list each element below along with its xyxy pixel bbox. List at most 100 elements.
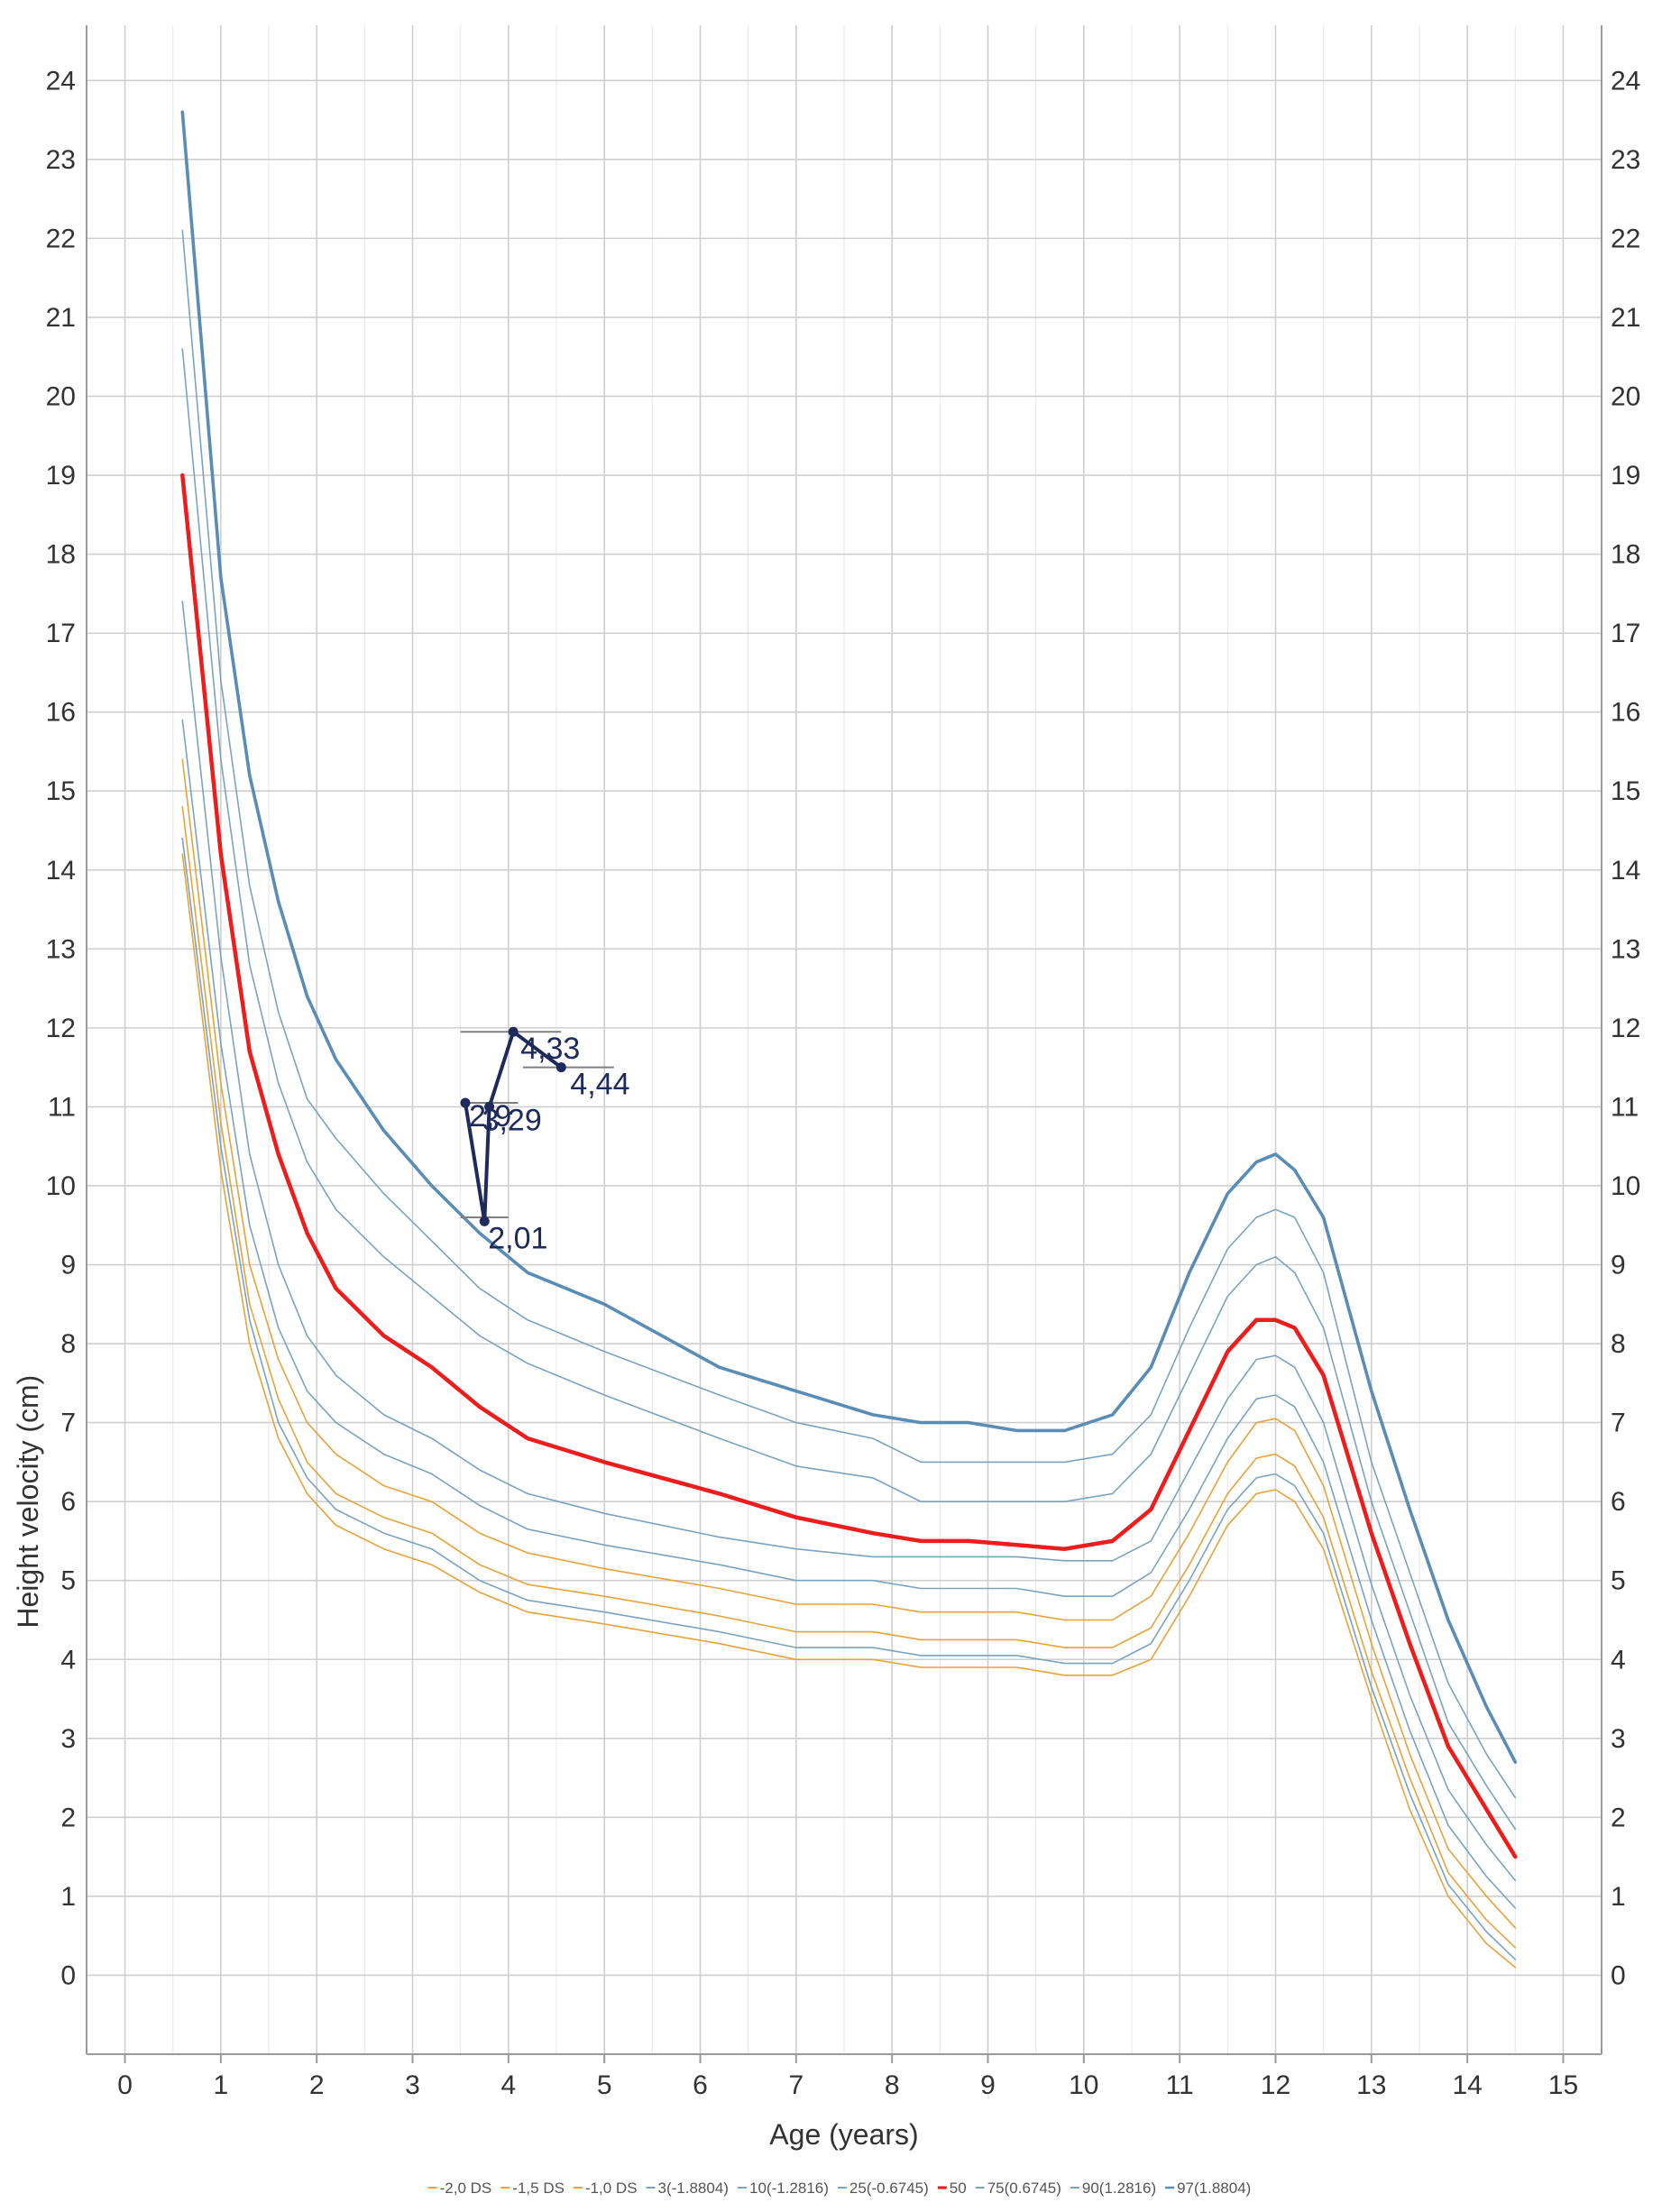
x-tick-label: 9	[980, 2070, 996, 2100]
y-tick-label-left: 17	[46, 619, 76, 648]
y-tick-label-left: 22	[46, 224, 76, 253]
x-axis-title: Age (years)	[769, 2118, 918, 2151]
y-tick-label-left: 5	[60, 1566, 76, 1596]
y-axis-title: Height velocity (cm)	[12, 1375, 44, 1629]
x-tick-label: 11	[1166, 2070, 1194, 2100]
legend-label: 75(0.6745)	[987, 2180, 1061, 2197]
y-tick-label-right: 9	[1611, 1251, 1626, 1280]
y-tick-label-left: 11	[48, 1092, 76, 1122]
patient-point-1	[479, 1216, 490, 1226]
y-tick-label-right: 14	[1611, 856, 1640, 886]
y-tick-label-left: 12	[46, 1014, 76, 1043]
y-tick-label-right: 15	[1611, 776, 1640, 806]
patient-point-2	[484, 1101, 495, 1112]
y-tick-label-left: 4	[60, 1645, 76, 1675]
x-tick-label: 12	[1261, 2070, 1290, 2100]
legend-label: -1,0 DS	[585, 2180, 638, 2197]
x-tick-label: 5	[597, 2070, 612, 2100]
legend: -2,0 DS -1,5 DS -1,0 DS 3(-1.8804) 10(-1.281…	[427, 2180, 1251, 2197]
y-tick-label-left: 3	[60, 1724, 76, 1754]
legend-label: 10(-1.2816)	[749, 2180, 829, 2197]
legend-item-7: 75(0.6745)	[975, 2180, 1061, 2197]
y-tick-label-left: 19	[46, 461, 76, 491]
patient-point-3	[508, 1026, 519, 1037]
y-tick-label-left: 13	[46, 934, 76, 964]
y-tick-label-right: 0	[1611, 1960, 1626, 1990]
y-tick-label-right: 16	[1611, 698, 1640, 728]
y-tick-label-left: 0	[60, 1960, 76, 1990]
y-tick-label-right: 7	[1611, 1409, 1626, 1438]
y-tick-label-left: 9	[60, 1251, 76, 1280]
series-line-7	[181, 348, 1517, 1831]
legend-item-3: 3(-1.8804)	[646, 2180, 729, 2197]
legend-label: 90(1.2816)	[1082, 2180, 1156, 2197]
y-tick-label-right: 10	[1611, 1171, 1640, 1201]
y-tick-label-right: 17	[1611, 619, 1640, 648]
patient-point-4	[556, 1062, 566, 1073]
x-tick-label: 1	[214, 2070, 229, 2100]
x-tick-label: 8	[885, 2070, 900, 2100]
x-tick-label: 13	[1356, 2070, 1386, 2100]
y-tick-label-right: 1	[1611, 1882, 1626, 1912]
y-tick-label-right: 4	[1611, 1645, 1626, 1675]
legend-label: 97(1.8804)	[1177, 2180, 1251, 2197]
series-line-2	[181, 758, 1517, 1929]
legend-label: -1,5 DS	[512, 2180, 565, 2197]
y-tick-label-left: 1	[60, 1882, 76, 1912]
series-line-0	[181, 853, 1517, 1969]
patient-point-label: 2,9	[469, 1099, 511, 1134]
y-tick-label-right: 5	[1611, 1566, 1626, 1596]
y-tick-label-right: 20	[1611, 381, 1640, 411]
patient-point-label: 3,29	[482, 1103, 542, 1137]
y-tick-label-left: 10	[46, 1171, 76, 1201]
y-tick-label-left: 6	[60, 1487, 76, 1517]
axis-ticks: 0 1 2 3 4 5 6 7 8 9 10 11 12 13 14 150 01 12 23 34 45 56 67 78 8…	[46, 66, 1641, 2100]
y-tick-label-left: 16	[46, 698, 76, 728]
legend-item-0: -2,0 DS	[427, 2180, 492, 2197]
plot-frame	[86, 25, 1602, 2055]
legend-item-6: 50	[937, 2180, 967, 2197]
legend-item-2: -1,0 DS	[573, 2180, 638, 2197]
y-tick-label-right: 18	[1611, 540, 1640, 570]
patient-point-label: 2,01	[488, 1221, 547, 1255]
y-tick-label-right: 21	[1611, 303, 1640, 333]
patient-point-label: 4,44	[570, 1068, 629, 1102]
legend-label: 25(-0.6745)	[849, 2180, 929, 2197]
legend-label: -2,0 DS	[440, 2180, 492, 2197]
y-tick-label-left: 15	[46, 776, 76, 806]
x-tick-label: 15	[1548, 2070, 1578, 2100]
patient-point-label: 4,33	[520, 1032, 580, 1066]
legend-item-9: 97(1.8804)	[1165, 2180, 1251, 2197]
legend-item-4: 10(-1.2816)	[738, 2180, 829, 2197]
patient-point-0	[460, 1097, 471, 1108]
legend-item-8: 90(1.2816)	[1070, 2180, 1156, 2197]
series-line-4	[181, 719, 1517, 1909]
legend-label: 50	[950, 2180, 967, 2197]
legend-item-1: -1,5 DS	[500, 2180, 565, 2197]
x-tick-label: 3	[405, 2070, 420, 2100]
series-line-8	[181, 229, 1517, 1799]
x-tick-label: 14	[1452, 2070, 1482, 2100]
y-tick-label-right: 3	[1611, 1724, 1626, 1754]
percentile-curves	[180, 110, 1518, 1969]
patient-measurements: 2,9 2,01 3,29 4,334,44	[460, 1026, 630, 1255]
x-tick-label: 2	[309, 2070, 325, 2100]
y-tick-label-left: 18	[46, 540, 76, 570]
legend-item-5: 25(-0.6745)	[837, 2180, 929, 2197]
y-tick-label-left: 24	[46, 66, 76, 96]
y-tick-label-left: 7	[60, 1409, 76, 1438]
y-tick-label-right: 12	[1611, 1014, 1640, 1043]
y-tick-label-right: 19	[1611, 461, 1640, 491]
legend-label: 3(-1.8804)	[658, 2180, 729, 2197]
series-line-9	[180, 110, 1518, 1764]
series-line-5	[181, 601, 1517, 1882]
y-tick-label-left: 23	[46, 145, 76, 175]
x-tick-label: 4	[501, 2070, 517, 2100]
x-tick-label: 6	[693, 2070, 708, 2100]
y-tick-label-left: 21	[46, 303, 76, 333]
x-tick-label: 0	[117, 2070, 133, 2100]
x-tick-label: 7	[788, 2070, 803, 2100]
series-line-6	[180, 473, 1518, 1859]
